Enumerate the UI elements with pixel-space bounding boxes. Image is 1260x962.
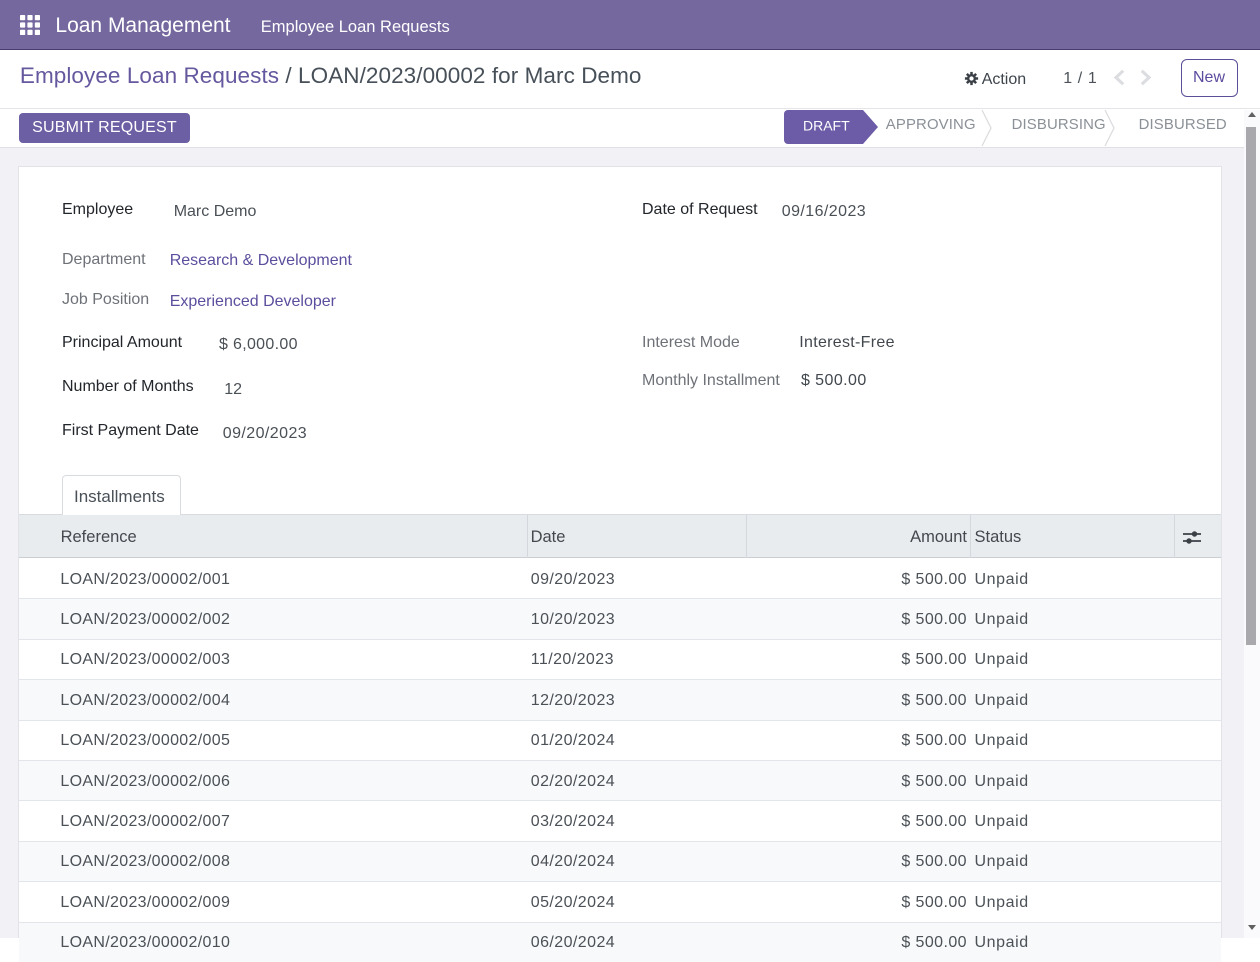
svg-text:DRAFT: DRAFT (803, 118, 850, 134)
